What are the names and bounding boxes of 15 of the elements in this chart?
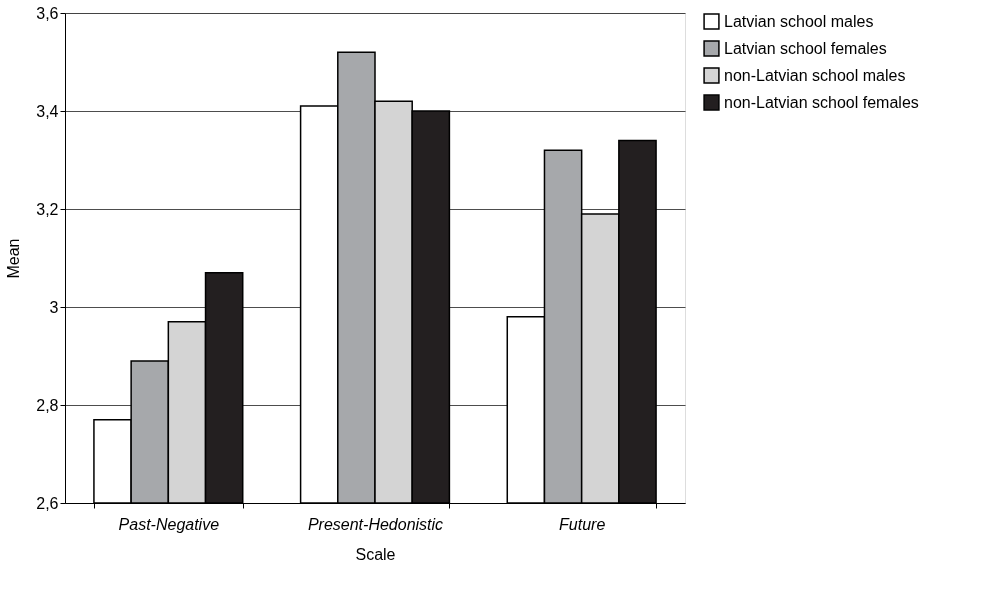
y-tick-label: 3 <box>49 298 59 316</box>
legend-label: non-Latvian school males <box>724 66 906 84</box>
x-tick-label: Future <box>559 515 606 533</box>
y-tick-label: 3,6 <box>36 4 59 22</box>
x-tick-label: Past-Negative <box>118 515 220 533</box>
x-tick-label: Present-Hedonistic <box>307 515 444 533</box>
legend-label: Latvian school males <box>724 12 874 30</box>
legend-label: Latvian school females <box>724 39 887 57</box>
y-tick-label: 3,2 <box>36 200 59 218</box>
y-tick-label: 2,6 <box>36 494 59 512</box>
y-tick-label: 3,4 <box>36 102 59 120</box>
x-axis-title: Scale <box>355 545 396 563</box>
legend-label: non-Latvian school females <box>724 93 919 111</box>
y-axis-title: Mean <box>5 238 23 279</box>
y-tick-label: 2,8 <box>36 396 59 414</box>
